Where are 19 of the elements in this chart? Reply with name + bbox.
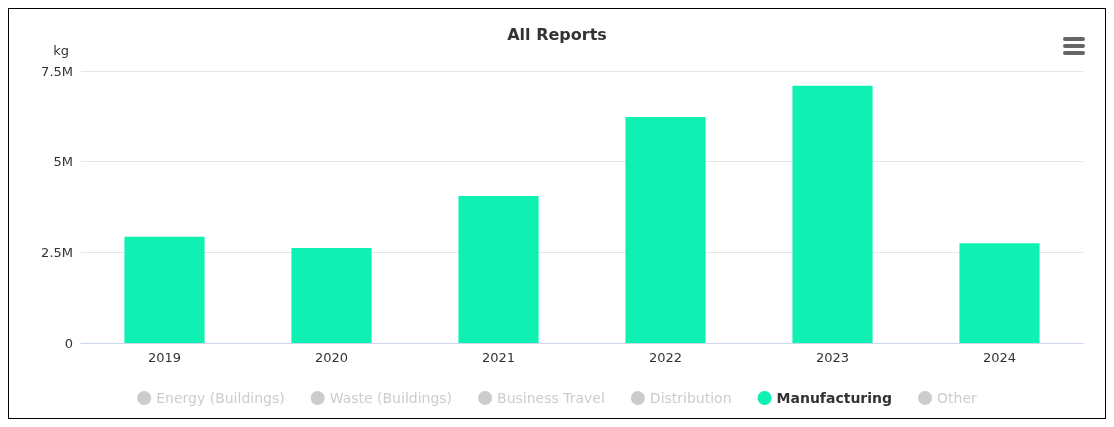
bar xyxy=(792,85,873,343)
y-tick-label: 0 xyxy=(64,335,73,351)
bar xyxy=(625,117,706,343)
y-tick-label: 7.5M xyxy=(41,63,73,79)
bar xyxy=(959,243,1040,343)
x-tick-label: 2020 xyxy=(314,350,349,365)
chart-title: All Reports xyxy=(507,24,607,44)
x-tick-label: 2024 xyxy=(982,350,1017,365)
x-tick-label: 2021 xyxy=(481,350,516,365)
x-tick-label: 2019 xyxy=(147,350,182,365)
bar xyxy=(124,236,205,343)
legend-label: Manufacturing xyxy=(776,390,893,406)
y-tick-label: 5M xyxy=(53,154,73,170)
bar xyxy=(291,247,372,343)
x-tick-label: 2022 xyxy=(648,350,683,365)
y-tick-label: 2.5M xyxy=(41,244,73,260)
y-axis-title: kg xyxy=(53,43,69,58)
x-tick-label: 2023 xyxy=(815,350,850,365)
bar xyxy=(458,196,539,343)
